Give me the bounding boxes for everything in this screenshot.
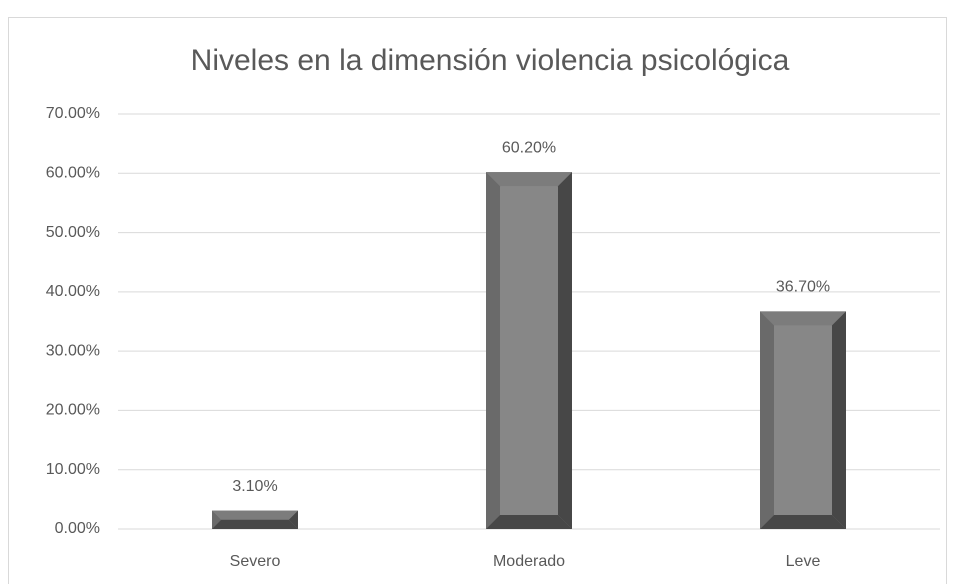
x-tick-label: Severo [230,553,281,570]
bar-bevel [760,515,846,529]
bar-bevel [212,519,298,529]
bar-bevel [486,172,572,187]
bar [760,311,846,529]
y-tick-label: 0.00% [55,520,100,537]
bar-bevel [486,172,500,529]
bar-bevel [212,510,222,529]
bar-bevel [212,510,298,520]
bar-bevel [760,311,774,529]
data-label: 60.20% [502,139,556,156]
y-tick-label: 60.00% [46,165,100,182]
y-tick-label: 10.00% [46,461,100,478]
x-tick-label: Leve [786,553,821,570]
y-tick-label: 30.00% [46,342,100,359]
bar-bevel [486,515,572,529]
x-tick-label: Moderado [493,553,565,570]
y-tick-label: 40.00% [46,283,100,300]
bar-bevel [760,311,846,326]
y-tick-label: 70.00% [46,105,100,122]
y-tick-label: 50.00% [46,224,100,241]
data-label: 36.70% [776,279,830,296]
data-label: 3.10% [232,478,277,495]
bar-bevel [288,510,298,529]
bar-bevel [832,311,846,529]
chart-title: Niveles en la dimensión violencia psicol… [191,44,790,77]
bar-bevel [558,172,572,529]
bar [486,172,572,529]
y-tick-label: 20.00% [46,402,100,419]
